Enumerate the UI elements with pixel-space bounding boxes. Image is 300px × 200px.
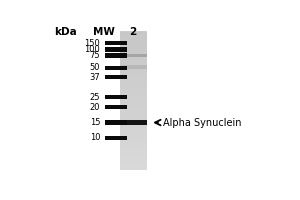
Bar <box>105 120 127 125</box>
Text: 2: 2 <box>129 27 137 37</box>
Text: MW: MW <box>93 27 115 37</box>
Text: 25: 25 <box>90 93 100 102</box>
Text: 50: 50 <box>90 63 100 72</box>
Bar <box>105 95 127 99</box>
Text: Alpha Synuclein: Alpha Synuclein <box>163 118 242 128</box>
Bar <box>120 32 147 170</box>
Bar <box>105 75 127 79</box>
Bar <box>105 136 127 140</box>
Text: 150: 150 <box>85 39 100 48</box>
Text: 75: 75 <box>90 51 100 60</box>
Bar <box>105 105 127 109</box>
Bar <box>120 120 147 125</box>
Bar <box>120 65 147 69</box>
Bar <box>120 54 147 57</box>
Bar <box>105 47 127 52</box>
Text: 20: 20 <box>90 103 100 112</box>
Text: 10: 10 <box>90 133 100 142</box>
Bar <box>105 53 127 58</box>
Text: 100: 100 <box>85 45 100 54</box>
Text: 15: 15 <box>90 118 100 127</box>
Text: kDa: kDa <box>54 27 77 37</box>
Bar <box>105 41 127 45</box>
Bar <box>105 66 127 70</box>
Text: 37: 37 <box>89 73 100 82</box>
